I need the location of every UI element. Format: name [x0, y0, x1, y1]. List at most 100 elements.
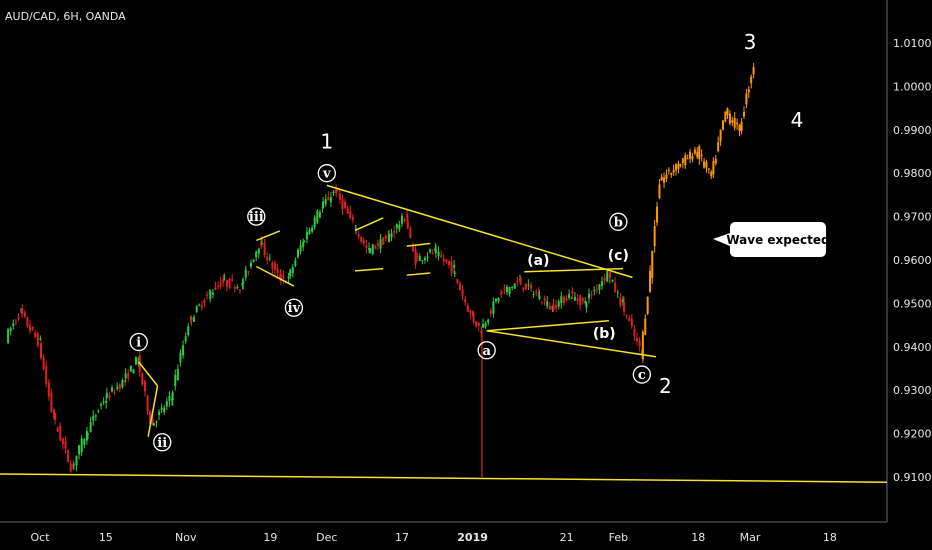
candle-body [747, 89, 750, 93]
wave-label-4: 4 [791, 108, 804, 132]
candle-body [50, 392, 53, 412]
candle-body [719, 129, 722, 142]
candle-body [116, 386, 119, 389]
candle-body [36, 333, 39, 346]
candle-body [663, 177, 666, 183]
candle-body [641, 331, 644, 360]
candle-body [409, 228, 412, 238]
callout: Wave expected [713, 222, 830, 257]
candle-body [80, 438, 83, 453]
candle-body [492, 301, 495, 314]
candle-body [129, 365, 132, 372]
candle-body [406, 220, 409, 229]
candle-body [368, 248, 371, 250]
candle-body [89, 422, 92, 433]
candle-body [344, 201, 347, 209]
candle-body [595, 289, 598, 291]
candle-body [611, 279, 614, 282]
candle-body [362, 240, 365, 244]
candle-body [387, 234, 390, 242]
candle-body [14, 320, 17, 322]
candle-body [511, 286, 514, 288]
candle-body [434, 249, 437, 253]
candle-body [656, 206, 659, 223]
candle-body [636, 338, 639, 342]
candle-body [606, 270, 609, 282]
candle-body [570, 297, 573, 299]
time-tick-label: Nov [175, 531, 197, 544]
candle-body [75, 455, 78, 466]
candle-body [217, 285, 220, 287]
candle-body [689, 151, 692, 159]
candle-body [398, 224, 401, 230]
candle-body [20, 309, 23, 311]
candle-body [100, 404, 103, 406]
candle-body [548, 305, 551, 310]
candle-body [693, 149, 696, 154]
candle-body [710, 171, 713, 177]
candle-body [349, 211, 352, 218]
candle-body [92, 415, 95, 421]
candle-body [480, 331, 483, 334]
candle-body [684, 155, 687, 166]
time-tick-label: 2019 [457, 531, 488, 544]
candle-body [316, 210, 319, 223]
candle-body [168, 396, 171, 402]
candle-body [225, 280, 228, 287]
candle-body [532, 293, 535, 295]
candle-body [34, 332, 37, 338]
trendline [406, 242, 431, 247]
candle-body [176, 368, 179, 381]
candle-body [442, 258, 445, 262]
candle-body [332, 191, 335, 193]
candle-body [705, 162, 708, 168]
candle-body [28, 325, 31, 331]
candle-body [47, 381, 50, 397]
candle-body [571, 290, 574, 295]
candle-body [584, 301, 587, 304]
circled-label-iv: iv [288, 301, 301, 316]
candle-body [686, 158, 689, 160]
candle-body [530, 284, 533, 289]
candle-body [714, 158, 717, 164]
candle-body [552, 303, 555, 311]
time-tick-label: 18 [691, 531, 705, 544]
candle-body [338, 193, 341, 201]
candle-body [7, 329, 10, 343]
candle-body [681, 158, 684, 163]
candle-body [327, 197, 330, 201]
candle-body [322, 201, 325, 208]
candle-body [429, 249, 432, 253]
trendlines [0, 184, 888, 483]
candle-body [137, 358, 140, 365]
candle-body [369, 248, 372, 253]
candle-body [390, 233, 393, 238]
candle-body [750, 76, 753, 84]
candle-body [313, 217, 316, 228]
time-axis[interactable]: Oct 15 Nov 19 Dec 17 2019 21 Feb 18 Mar 18 [30, 531, 836, 544]
candle-body [665, 174, 668, 179]
candle-body [268, 258, 271, 260]
candle-body [667, 170, 670, 172]
trendline [486, 330, 657, 358]
candle-body [357, 234, 360, 237]
callout-box [730, 222, 826, 257]
candle-body [223, 278, 226, 280]
candle-body [653, 226, 656, 247]
candle-body [418, 255, 421, 261]
time-tick-label: Dec [316, 531, 337, 544]
circled-label-ring [317, 164, 336, 183]
candle-body [214, 286, 217, 291]
trendline [406, 272, 431, 276]
candle-body [182, 345, 185, 356]
candle-body [628, 318, 631, 322]
candle-body [447, 260, 450, 266]
candles [7, 62, 755, 477]
candle-body [494, 298, 497, 302]
trendline [354, 267, 384, 272]
candle-body [376, 243, 379, 246]
candle-body [395, 224, 398, 229]
candle-body [105, 392, 108, 398]
